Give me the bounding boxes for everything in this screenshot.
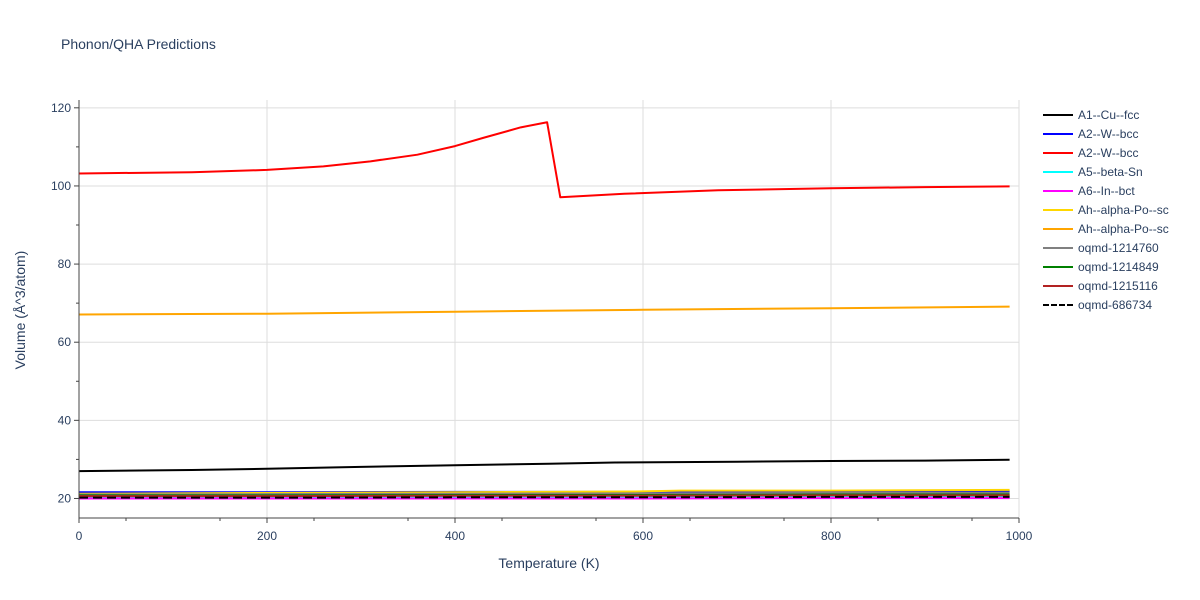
legend-label: A1--Cu--fcc — [1078, 107, 1140, 122]
series-line-10 — [79, 495, 1010, 499]
legend-item[interactable]: A6--In--bct — [1040, 181, 1169, 200]
legend-item[interactable]: oqmd-1215116 — [1040, 276, 1169, 295]
series-line-2 — [78, 121, 1010, 199]
x-tick-label: 800 — [821, 529, 841, 543]
legend-swatch — [1043, 303, 1073, 306]
legend-swatch — [1043, 227, 1073, 230]
series-line-9 — [79, 494, 1010, 498]
legend-item[interactable]: Ah--alpha-Po--sc — [1040, 200, 1169, 219]
y-tick-label: 40 — [58, 413, 72, 427]
x-tick-label: 1000 — [1006, 529, 1033, 543]
legend-label: oqmd-686734 — [1078, 297, 1153, 312]
legend-label: A5--beta-Sn — [1078, 164, 1143, 179]
legend-swatch — [1043, 113, 1073, 116]
grid-lines — [79, 100, 1020, 518]
legend-item[interactable]: Ah--alpha-Po--sc — [1040, 219, 1169, 238]
y-tick-label: 80 — [58, 257, 72, 271]
legend-item[interactable]: oqmd-1214760 — [1040, 238, 1169, 257]
legend-swatch — [1043, 132, 1073, 135]
series-line-5 — [78, 488, 1010, 495]
x-tick-label: 400 — [445, 529, 465, 543]
legend-swatch — [1043, 246, 1073, 249]
y-tick-label: 20 — [58, 491, 72, 505]
series-line-6 — [78, 305, 1010, 316]
y-axis-title: Volume (Å^3/atom) — [12, 251, 28, 370]
legend-label: oqmd-1214760 — [1078, 240, 1159, 255]
legend-label: A2--W--bcc — [1078, 145, 1139, 160]
legend-swatch — [1043, 189, 1073, 192]
legend-swatch — [1043, 208, 1073, 211]
legend-item[interactable]: A2--W--bcc — [1040, 143, 1169, 162]
legend-item[interactable]: A2--W--bcc — [1040, 124, 1169, 143]
chart-title: Phonon/QHA Predictions — [61, 36, 216, 52]
series-line-7 — [78, 491, 1010, 496]
legend-swatch — [1043, 170, 1073, 173]
legend-item[interactable]: A5--beta-Sn — [1040, 162, 1169, 181]
legend-item[interactable]: oqmd-686734 — [1040, 295, 1169, 314]
x-tick-label: 0 — [76, 529, 83, 543]
legend-label: oqmd-1215116 — [1078, 278, 1158, 293]
x-tick-label: 200 — [257, 529, 277, 543]
legend-label: oqmd-1214849 — [1078, 259, 1159, 274]
x-axis-title: Temperature (K) — [498, 555, 599, 571]
y-tick-label: 100 — [51, 179, 71, 193]
legend-label: Ah--alpha-Po--sc — [1078, 221, 1169, 236]
legend-swatch — [1043, 284, 1073, 287]
axes: 0 200 400 600 800 1000 20 40 60 80 100 120 — [51, 100, 1033, 543]
legend-swatch — [1043, 265, 1073, 268]
y-tick-label: 60 — [58, 335, 72, 349]
legend-label: Ah--alpha-Po--sc — [1078, 202, 1169, 217]
legend-item[interactable]: oqmd-1214849 — [1040, 257, 1169, 276]
legend-item[interactable]: A1--Cu--fcc — [1040, 105, 1169, 124]
legend: A1--Cu--fcc A2--W--bcc A2--W--bcc A5--beta-… — [1040, 105, 1169, 314]
series-lines — [78, 121, 1010, 500]
series-line-0 — [78, 458, 1010, 473]
legend-label: A2--W--bcc — [1078, 126, 1139, 141]
y-tick-label: 120 — [51, 101, 71, 115]
legend-label: A6--In--bct — [1078, 183, 1135, 198]
x-tick-label: 600 — [633, 529, 653, 543]
legend-swatch — [1043, 151, 1073, 154]
